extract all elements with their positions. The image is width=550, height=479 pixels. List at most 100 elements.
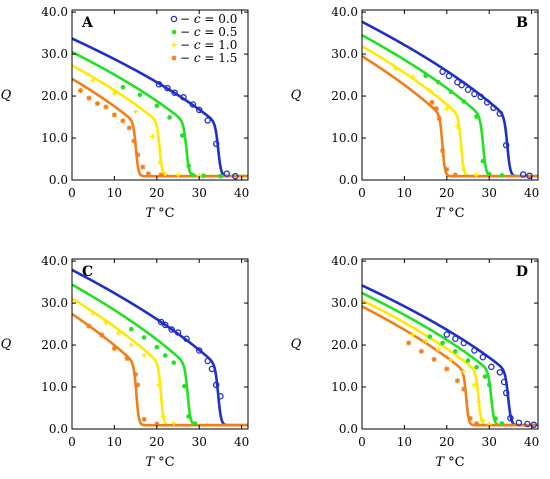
series-line-c1.5 <box>362 55 538 178</box>
data-point <box>418 348 424 354</box>
y-tick-label: 10.0 <box>331 131 358 145</box>
x-axis-unit: °C <box>444 206 465 221</box>
data-point <box>423 73 428 79</box>
data-point <box>429 99 435 105</box>
data-point <box>157 318 165 326</box>
series-line-c0.0 <box>362 284 538 427</box>
data-point <box>435 346 441 352</box>
x-tick-label: 40 <box>524 186 539 200</box>
legend-marker <box>171 55 177 61</box>
y-tick-label: 10.0 <box>41 131 68 145</box>
data-point <box>474 364 479 370</box>
x-axis-label: T °C <box>435 206 464 221</box>
data-point <box>154 344 160 350</box>
data-point <box>116 330 122 336</box>
legend-label: − c = 0.0 <box>180 12 237 26</box>
data-point <box>180 94 187 101</box>
data-point <box>496 110 504 117</box>
legend-marker <box>171 29 177 35</box>
x-axis-label: T °C <box>145 206 174 221</box>
data-point <box>440 340 445 346</box>
data-point <box>454 123 461 129</box>
y-tick-label: 30.0 <box>331 296 358 310</box>
x-tick-label: 20 <box>439 435 454 449</box>
data-point <box>471 90 478 98</box>
data-point <box>129 326 134 332</box>
y-tick-label: 0.0 <box>339 173 358 187</box>
series-line-c0.0 <box>362 20 538 178</box>
data-point <box>436 79 441 85</box>
data-point <box>218 173 223 179</box>
data-point <box>160 413 166 420</box>
data-point <box>427 87 433 94</box>
data-point <box>133 108 139 115</box>
x-axis-var: T <box>435 206 445 221</box>
x-axis-var: T <box>145 206 155 221</box>
series-line-c1.0 <box>362 298 538 427</box>
x-axis-unit: °C <box>444 455 465 470</box>
plot-area <box>72 37 248 180</box>
panel-b: 0 10 20 30 40 0.0 10.0 20.0 30.0 40.0 T °C Q B <box>291 5 540 221</box>
data-point <box>171 89 178 96</box>
data-point <box>175 172 181 178</box>
data-point <box>195 347 203 354</box>
data-point <box>496 369 504 376</box>
y-tick-label: 40.0 <box>331 254 358 268</box>
data-point <box>490 104 497 112</box>
data-point <box>140 164 146 170</box>
data-point <box>524 420 531 428</box>
data-point <box>135 152 141 158</box>
data-point <box>460 339 468 347</box>
data-point <box>155 81 163 88</box>
data-point <box>454 78 461 86</box>
data-point <box>145 171 151 177</box>
series-line-c1.0 <box>362 44 538 178</box>
data-point <box>212 140 220 148</box>
panel-letter: C <box>82 264 93 280</box>
panel-letter: D <box>516 264 528 280</box>
data-point <box>137 92 143 98</box>
x-tick-label: 30 <box>192 186 207 200</box>
data-point <box>192 421 198 426</box>
data-point <box>195 106 203 114</box>
data-point <box>77 87 84 94</box>
legend-label: − c = 1.5 <box>180 51 237 65</box>
data-point <box>471 382 477 388</box>
y-tick-label: 20.0 <box>331 89 358 103</box>
y-axis-label: Q <box>1 337 12 352</box>
data-point <box>423 338 429 344</box>
data-point <box>157 159 163 165</box>
data-point <box>461 386 467 392</box>
legend-label: − c = 1.0 <box>180 38 237 52</box>
data-point <box>454 378 461 384</box>
data-point <box>86 323 92 329</box>
data-point <box>480 418 486 424</box>
data-point <box>162 321 169 329</box>
series-line-c0.0 <box>72 268 248 427</box>
x-axis-label: T °C <box>435 455 464 470</box>
x-tick-label: 0 <box>358 435 366 449</box>
data-point <box>464 86 472 94</box>
data-point <box>99 332 105 338</box>
data-point <box>162 171 168 177</box>
y-tick-label: 20.0 <box>331 338 358 352</box>
panel-c: 0 10 20 30 40 0.0 10.0 20.0 30.0 40.0 T °C Q C <box>1 254 250 470</box>
x-axis-unit: °C <box>154 206 175 221</box>
data-point <box>461 368 467 375</box>
data-point <box>507 414 514 422</box>
data-point <box>477 93 484 101</box>
data-point <box>443 331 451 338</box>
data-point <box>526 172 533 180</box>
data-point <box>458 81 465 89</box>
data-point <box>452 335 459 343</box>
data-point <box>453 349 458 354</box>
data-point <box>131 138 137 144</box>
data-point <box>393 66 399 72</box>
data-point <box>201 173 206 179</box>
x-tick-label: 40 <box>234 435 249 449</box>
data-point <box>141 352 147 359</box>
plot-area <box>72 268 248 427</box>
data-point <box>232 172 239 180</box>
data-point <box>444 166 450 173</box>
